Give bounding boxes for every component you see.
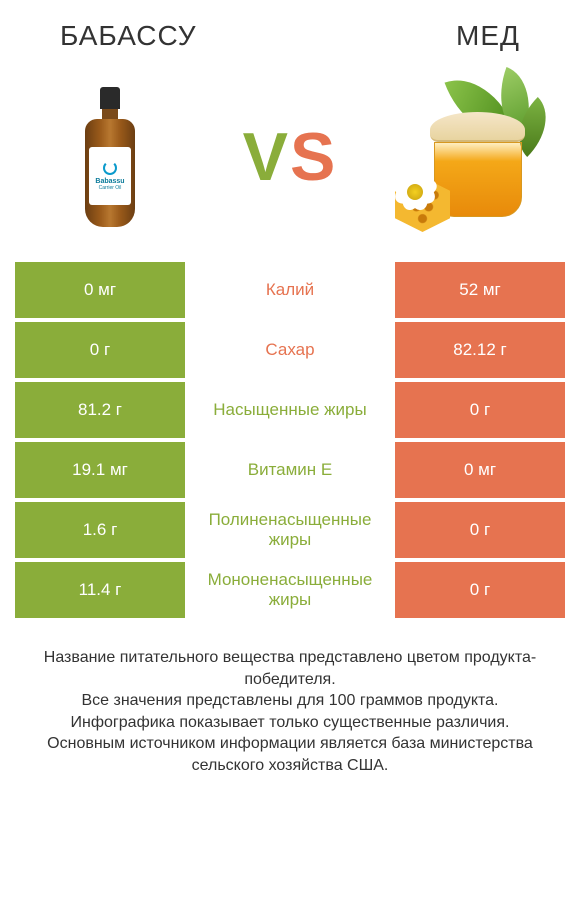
left-value: 19.1 мг [15,442,185,498]
honey-image [390,72,550,242]
table-row: 19.1 мгВитамин E0 мг [15,442,565,498]
left-title: БАБАССУ [60,20,197,52]
header: БАБАССУ МЕД [0,0,580,62]
table-row: 11.4 гМононенасыщенные жиры0 г [15,562,565,618]
babassu-image: Babassu Carrier Oil [30,72,190,242]
left-value: 81.2 г [15,382,185,438]
table-row: 81.2 гНасыщенные жиры0 г [15,382,565,438]
right-title: МЕД [456,20,520,52]
images-row: Babassu Carrier Oil VS [0,62,580,262]
nutrient-label: Витамин E [185,442,395,498]
footer-notes: Название питательного вещества представл… [0,622,580,777]
nutrient-label: Насыщенные жиры [185,382,395,438]
footer-line: Инфографика показывает только существенн… [20,712,560,734]
comparison-table: 0 мгКалий52 мг0 гСахар82.12 г81.2 гНасыщ… [0,262,580,618]
vs-label: VS [243,118,338,196]
right-value: 52 мг [395,262,565,318]
table-row: 0 мгКалий52 мг [15,262,565,318]
left-value: 1.6 г [15,502,185,558]
left-value: 0 г [15,322,185,378]
right-value: 0 г [395,562,565,618]
nutrient-label: Мононенасыщенные жиры [185,562,395,618]
table-row: 0 гСахар82.12 г [15,322,565,378]
footer-line: Все значения представлены для 100 граммо… [20,690,560,712]
right-value: 0 мг [395,442,565,498]
bottle-icon: Babassu Carrier Oil [85,87,135,227]
footer-line: Основным источником информации является … [20,733,560,776]
right-value: 0 г [395,502,565,558]
nutrient-label: Полиненасыщенные жиры [185,502,395,558]
table-row: 1.6 гПолиненасыщенные жиры0 г [15,502,565,558]
nutrient-label: Калий [185,262,395,318]
right-value: 0 г [395,382,565,438]
left-value: 0 мг [15,262,185,318]
right-value: 82.12 г [395,322,565,378]
footer-line: Название питательного вещества представл… [20,647,560,690]
left-value: 11.4 г [15,562,185,618]
nutrient-label: Сахар [185,322,395,378]
